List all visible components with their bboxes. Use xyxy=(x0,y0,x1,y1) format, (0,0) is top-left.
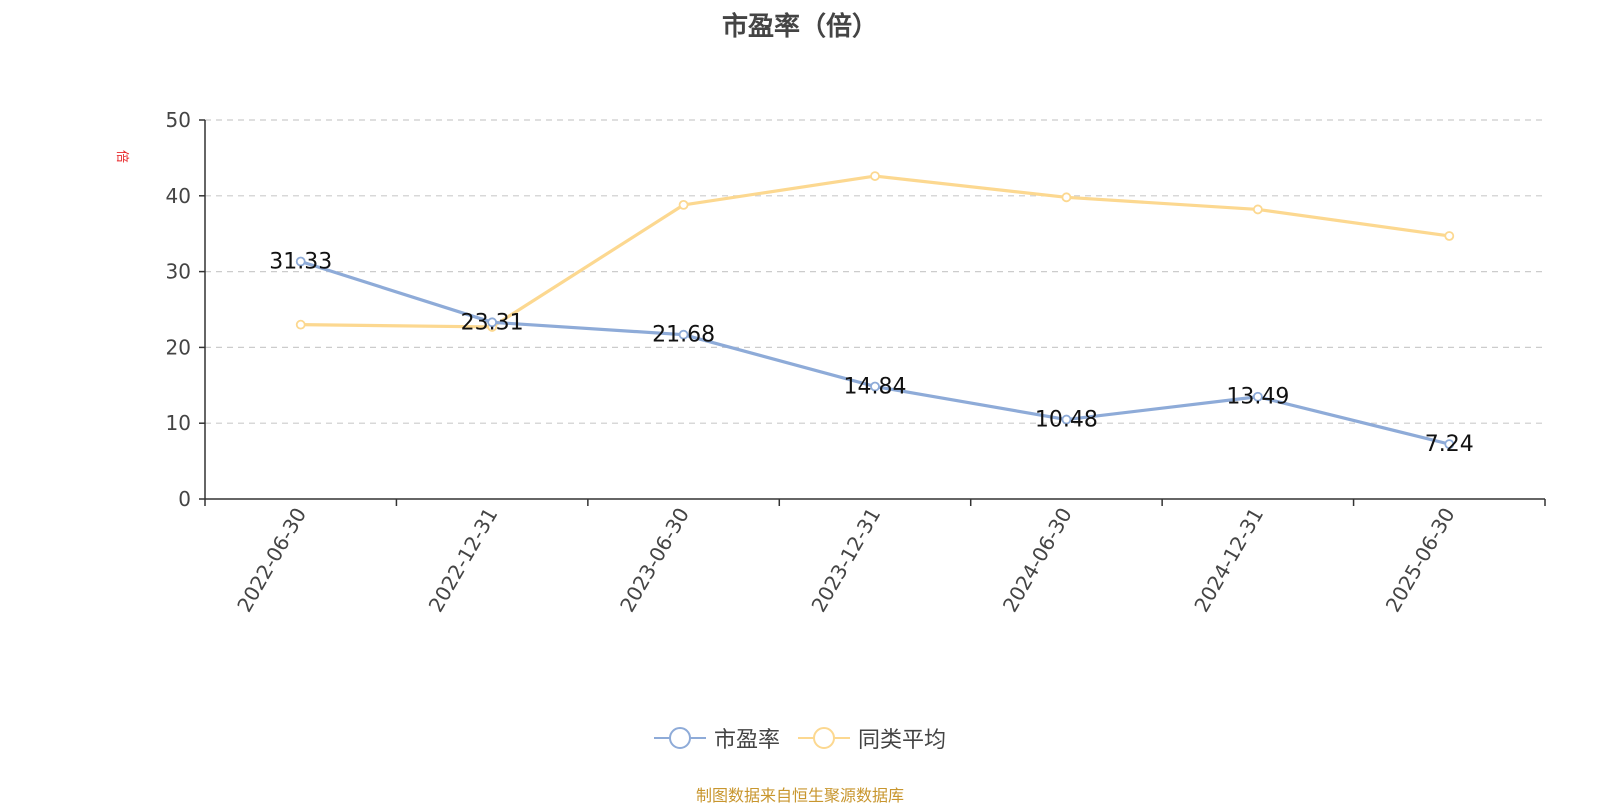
series-line-pe xyxy=(300,259,1450,446)
x-tick-label: 2024-06-30 xyxy=(998,504,1077,617)
data-label: 23.31 xyxy=(461,310,524,335)
data-point-pe xyxy=(1061,414,1072,425)
data-point-avg xyxy=(1252,204,1263,215)
gridlines xyxy=(205,119,1545,424)
data-point-pe xyxy=(870,381,880,392)
data-label: 31.33 xyxy=(269,250,332,275)
x-tick-label: 2023-12-31 xyxy=(806,504,885,617)
data-point-pe xyxy=(1252,391,1263,402)
data-point-avg xyxy=(678,199,689,210)
data-point-pe xyxy=(1444,439,1455,450)
data-point-avg xyxy=(295,319,306,330)
data-labels: 31.33 23.31 21.68 14.84 10.48 13.49 7.24 xyxy=(269,250,1474,458)
x-tick-label: 2025-06-30 xyxy=(1381,504,1460,617)
x-tick-label: 2022-12-31 xyxy=(424,503,503,616)
legend-item-pe[interactable]: 市盈率 xyxy=(653,722,780,754)
data-label: 7.24 xyxy=(1425,432,1474,457)
y-tick-label: 10 xyxy=(166,411,191,435)
legend-label-pe: 市盈率 xyxy=(713,728,780,753)
data-point-pe xyxy=(295,256,306,267)
x-tick-label: 2024-12-31 xyxy=(1189,504,1268,617)
y-tick-label: 40 xyxy=(166,184,191,208)
y-tick-label: 0 xyxy=(178,487,191,511)
series-lines xyxy=(295,171,1455,450)
legend-marker-pe xyxy=(653,727,706,749)
x-tick-label: 2023-06-30 xyxy=(615,504,694,617)
legend-label-avg: 同类平均 xyxy=(858,728,947,753)
data-point-avg xyxy=(1444,231,1455,241)
legend-item-avg[interactable]: 同类平均 xyxy=(798,722,946,754)
axes: 0 10 20 30 40 50 2022-06-30 2022-12-31 2023-06-3… xyxy=(166,108,1546,617)
data-point-pe xyxy=(678,329,689,340)
y-tick-label: 50 xyxy=(166,108,191,132)
data-point-avg xyxy=(870,171,880,181)
legend: 市盈率 同类平均 xyxy=(0,722,1600,754)
source-note: 制图数据来自恒生聚源数据库 xyxy=(695,786,904,805)
x-tick-label: 2022-06-30 xyxy=(232,504,311,617)
data-label: 10.48 xyxy=(1035,408,1098,433)
y-tick-label: 20 xyxy=(166,335,191,359)
data-label: 13.49 xyxy=(1226,385,1289,410)
legend-marker-avg xyxy=(798,727,850,749)
y-tick-label: 30 xyxy=(166,260,191,284)
data-label: 14.84 xyxy=(844,375,907,400)
series-line-avg xyxy=(300,174,1450,329)
data-label: 21.68 xyxy=(652,323,715,348)
data-point-avg xyxy=(1061,192,1072,203)
chart-title: 市盈率（倍） xyxy=(721,12,878,42)
data-point-pe xyxy=(487,317,498,328)
